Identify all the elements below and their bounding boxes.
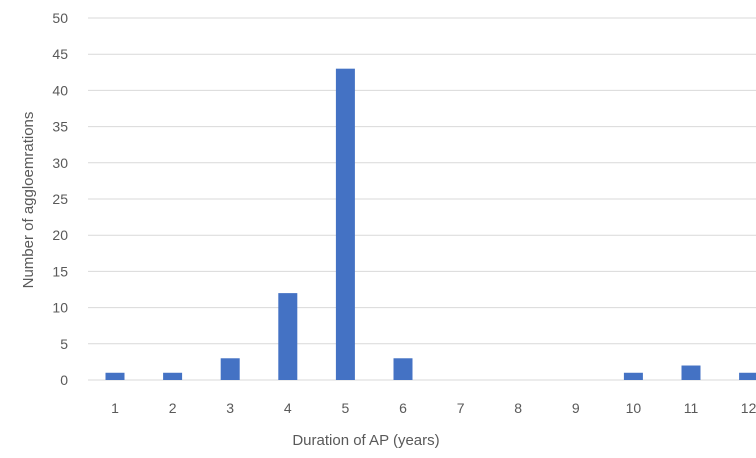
x-tick-label: 3 bbox=[226, 400, 234, 416]
y-tick-label: 25 bbox=[52, 191, 68, 207]
x-tick-label: 10 bbox=[626, 400, 642, 416]
y-tick-label: 40 bbox=[52, 82, 68, 98]
y-tick-label: 30 bbox=[52, 155, 68, 171]
bar-5 bbox=[336, 69, 355, 380]
bar-6 bbox=[394, 358, 413, 380]
y-tick-label: 10 bbox=[52, 300, 68, 316]
bar-12 bbox=[739, 373, 756, 380]
bar-1 bbox=[106, 373, 125, 380]
x-tick-label: 12 bbox=[741, 400, 756, 416]
x-tick-label: 7 bbox=[457, 400, 465, 416]
bar-2 bbox=[163, 373, 182, 380]
x-tick-label: 8 bbox=[514, 400, 522, 416]
x-axis-title: Duration of AP (years) bbox=[292, 432, 439, 449]
x-tick-label: 2 bbox=[169, 400, 177, 416]
y-tick-label: 0 bbox=[60, 372, 68, 388]
bar-10 bbox=[624, 373, 643, 380]
bars bbox=[106, 69, 756, 380]
y-tick-label: 45 bbox=[52, 46, 68, 62]
x-tick-label: 6 bbox=[399, 400, 407, 416]
x-tick-label: 5 bbox=[342, 400, 350, 416]
bar-4 bbox=[278, 293, 297, 380]
y-tick-label: 5 bbox=[60, 336, 68, 352]
y-axis-ticks: 0 5 10 15 20 25 30 35 40 45 50 bbox=[52, 10, 68, 388]
y-tick-label: 35 bbox=[52, 119, 68, 135]
bar-3 bbox=[221, 358, 240, 380]
y-tick-label: 15 bbox=[52, 263, 68, 279]
bar-11 bbox=[682, 366, 701, 380]
gridlines bbox=[88, 18, 756, 380]
y-axis-title: Number of aggloemrations bbox=[20, 112, 37, 289]
y-tick-label: 50 bbox=[52, 10, 68, 26]
x-tick-label: 1 bbox=[111, 400, 119, 416]
x-tick-label: 9 bbox=[572, 400, 580, 416]
x-tick-label: 4 bbox=[284, 400, 292, 416]
y-tick-label: 20 bbox=[52, 227, 68, 243]
x-tick-label: 11 bbox=[684, 400, 699, 416]
